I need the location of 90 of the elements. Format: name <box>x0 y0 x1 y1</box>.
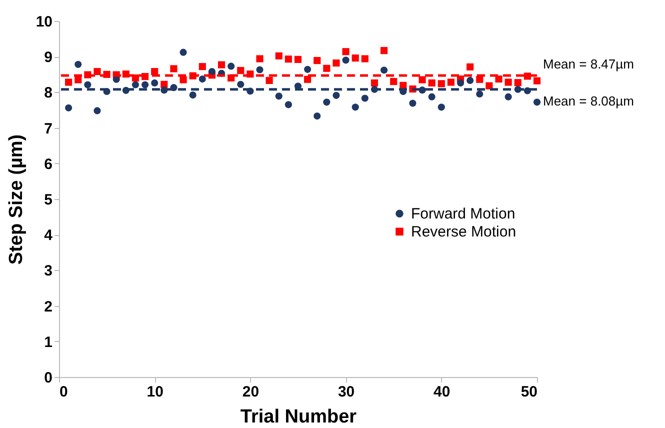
point <box>94 107 101 114</box>
y-tick-label: 2 <box>44 298 52 316</box>
point <box>256 66 264 74</box>
point <box>142 81 149 88</box>
y-tick-label: 8 <box>44 84 52 102</box>
y-tick-label: 7 <box>44 120 52 138</box>
point <box>84 81 92 88</box>
x-tick-label: 50 <box>520 384 538 400</box>
point <box>466 76 474 84</box>
point <box>438 80 445 88</box>
x-tick-label: 20 <box>242 384 260 400</box>
point <box>94 68 101 76</box>
x-tick-label: 10 <box>146 384 164 400</box>
point <box>323 64 330 72</box>
point <box>438 104 445 111</box>
point <box>266 76 273 84</box>
point <box>198 76 206 83</box>
x-tick-label: 0 <box>60 384 68 400</box>
y-tick-label: 5 <box>44 192 52 208</box>
point <box>275 92 282 100</box>
point <box>361 94 368 102</box>
point <box>65 104 72 112</box>
point <box>112 76 120 83</box>
y-tick-label: 3 <box>44 262 52 280</box>
point <box>256 55 264 62</box>
point <box>332 59 340 67</box>
point <box>380 66 388 74</box>
y-tick-label: 4 <box>44 227 54 244</box>
point <box>342 48 350 56</box>
point <box>409 100 416 107</box>
point <box>533 77 541 84</box>
point <box>284 56 292 63</box>
point <box>466 63 474 70</box>
y-tick-label: 1 <box>44 334 52 351</box>
point <box>476 76 484 83</box>
point <box>323 98 330 106</box>
y-tick-label: 9 <box>44 49 52 66</box>
y-tick-label: 6 <box>44 156 52 173</box>
point <box>180 76 187 84</box>
y-tick-label: 10 <box>36 14 52 30</box>
point <box>304 76 312 83</box>
point <box>275 52 282 60</box>
point <box>198 63 206 70</box>
point <box>170 65 178 72</box>
point <box>218 61 226 68</box>
ref-line-label: Mean = 8.47µm <box>543 56 634 72</box>
point <box>294 56 302 63</box>
point <box>514 79 522 86</box>
point <box>314 112 321 120</box>
point <box>447 78 454 86</box>
point <box>237 80 244 88</box>
point <box>418 76 426 84</box>
point <box>180 48 187 56</box>
point <box>428 79 436 86</box>
point <box>314 56 321 64</box>
legend-label: Forward Motion <box>411 206 516 223</box>
point <box>228 62 235 70</box>
point <box>456 79 464 86</box>
x-tick-label: 40 <box>434 384 450 400</box>
point <box>486 82 493 90</box>
point <box>370 79 378 86</box>
point <box>533 98 541 106</box>
point <box>352 54 359 62</box>
point <box>428 93 436 100</box>
point <box>504 78 512 86</box>
point <box>352 104 359 111</box>
point <box>237 66 244 74</box>
point <box>65 78 72 86</box>
point <box>332 92 340 99</box>
legend-label: Reverse Motion <box>411 224 516 241</box>
y-axis-title: Step Size (µm) <box>6 134 27 265</box>
point <box>342 56 350 64</box>
point <box>74 76 82 84</box>
point <box>380 47 388 54</box>
point <box>476 90 484 98</box>
x-axis-title: Trial Number <box>240 406 358 428</box>
point <box>132 81 140 88</box>
point <box>504 93 512 100</box>
point <box>361 55 368 62</box>
ref-line-label: Mean = 8.08µm <box>543 93 634 108</box>
point <box>495 75 502 83</box>
point <box>189 92 196 99</box>
point <box>390 78 398 86</box>
y-tick-label: 0 <box>44 370 52 386</box>
point <box>74 60 82 68</box>
point <box>304 66 312 73</box>
point <box>208 68 216 76</box>
point <box>284 101 292 108</box>
point <box>151 79 158 86</box>
x-tick-label: 30 <box>338 384 355 400</box>
